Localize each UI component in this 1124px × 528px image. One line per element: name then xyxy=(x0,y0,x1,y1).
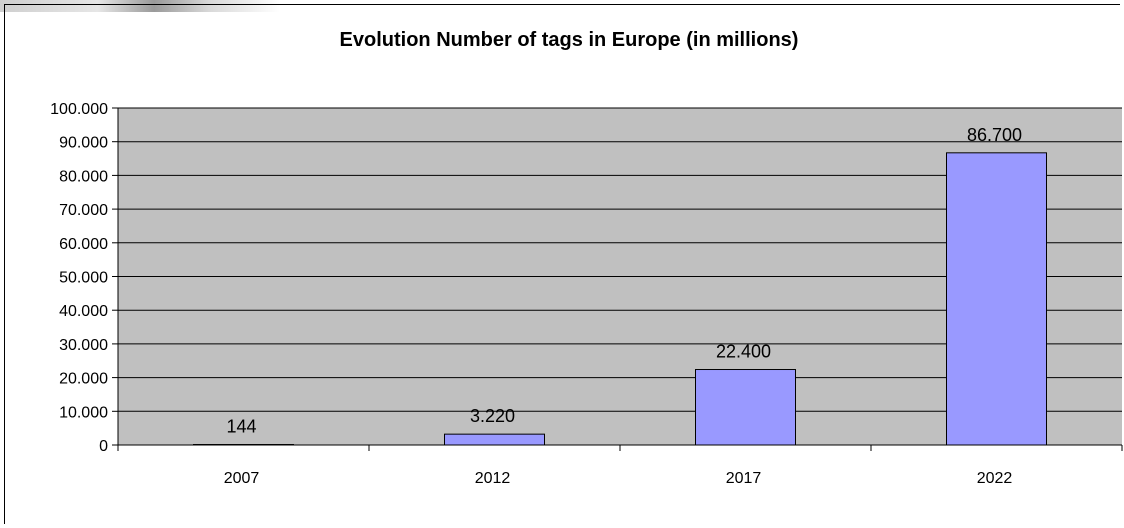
x-tick-label: 2017 xyxy=(726,470,762,487)
data-label: 3.220 xyxy=(470,406,515,426)
x-tick-label: 2012 xyxy=(475,470,511,487)
data-label: 86.700 xyxy=(967,125,1022,145)
x-tick-label: 2007 xyxy=(224,470,260,487)
y-axis: 0 10.000 20.000 30.000 40.000 50.000 60.000 70.… xyxy=(50,101,119,455)
y-tick-label: 0 xyxy=(99,438,108,455)
bars xyxy=(193,152,1047,446)
y-tick-label: 20.000 xyxy=(59,371,108,388)
data-labels: 144 3.220 22.400 86.700 xyxy=(226,125,1022,437)
chart-title: Evolution Number of tags in Europe (in m… xyxy=(340,29,799,51)
bar-2012 xyxy=(444,433,545,446)
window-corner-shadow xyxy=(0,0,280,12)
chart-frame xyxy=(4,4,1120,524)
y-tick-label: 50.000 xyxy=(59,270,108,287)
x-axis: 2007 2012 2017 2022 xyxy=(117,444,1123,487)
y-tick-label: 60.000 xyxy=(59,236,108,253)
y-tick-label: 40.000 xyxy=(59,303,108,320)
x-tick-label: 2022 xyxy=(977,470,1013,487)
y-tick-label: 70.000 xyxy=(59,202,108,219)
y-tick-label: 30.000 xyxy=(59,337,108,354)
y-tick-label: 10.000 xyxy=(59,404,108,421)
data-label: 22.400 xyxy=(716,342,771,362)
bar-2022 xyxy=(946,152,1047,446)
y-tick-label: 80.000 xyxy=(59,168,108,185)
bar-2017 xyxy=(695,369,796,446)
data-label: 144 xyxy=(226,417,256,437)
y-tick-label: 90.000 xyxy=(59,135,108,152)
y-tick-label: 100.000 xyxy=(50,101,108,118)
